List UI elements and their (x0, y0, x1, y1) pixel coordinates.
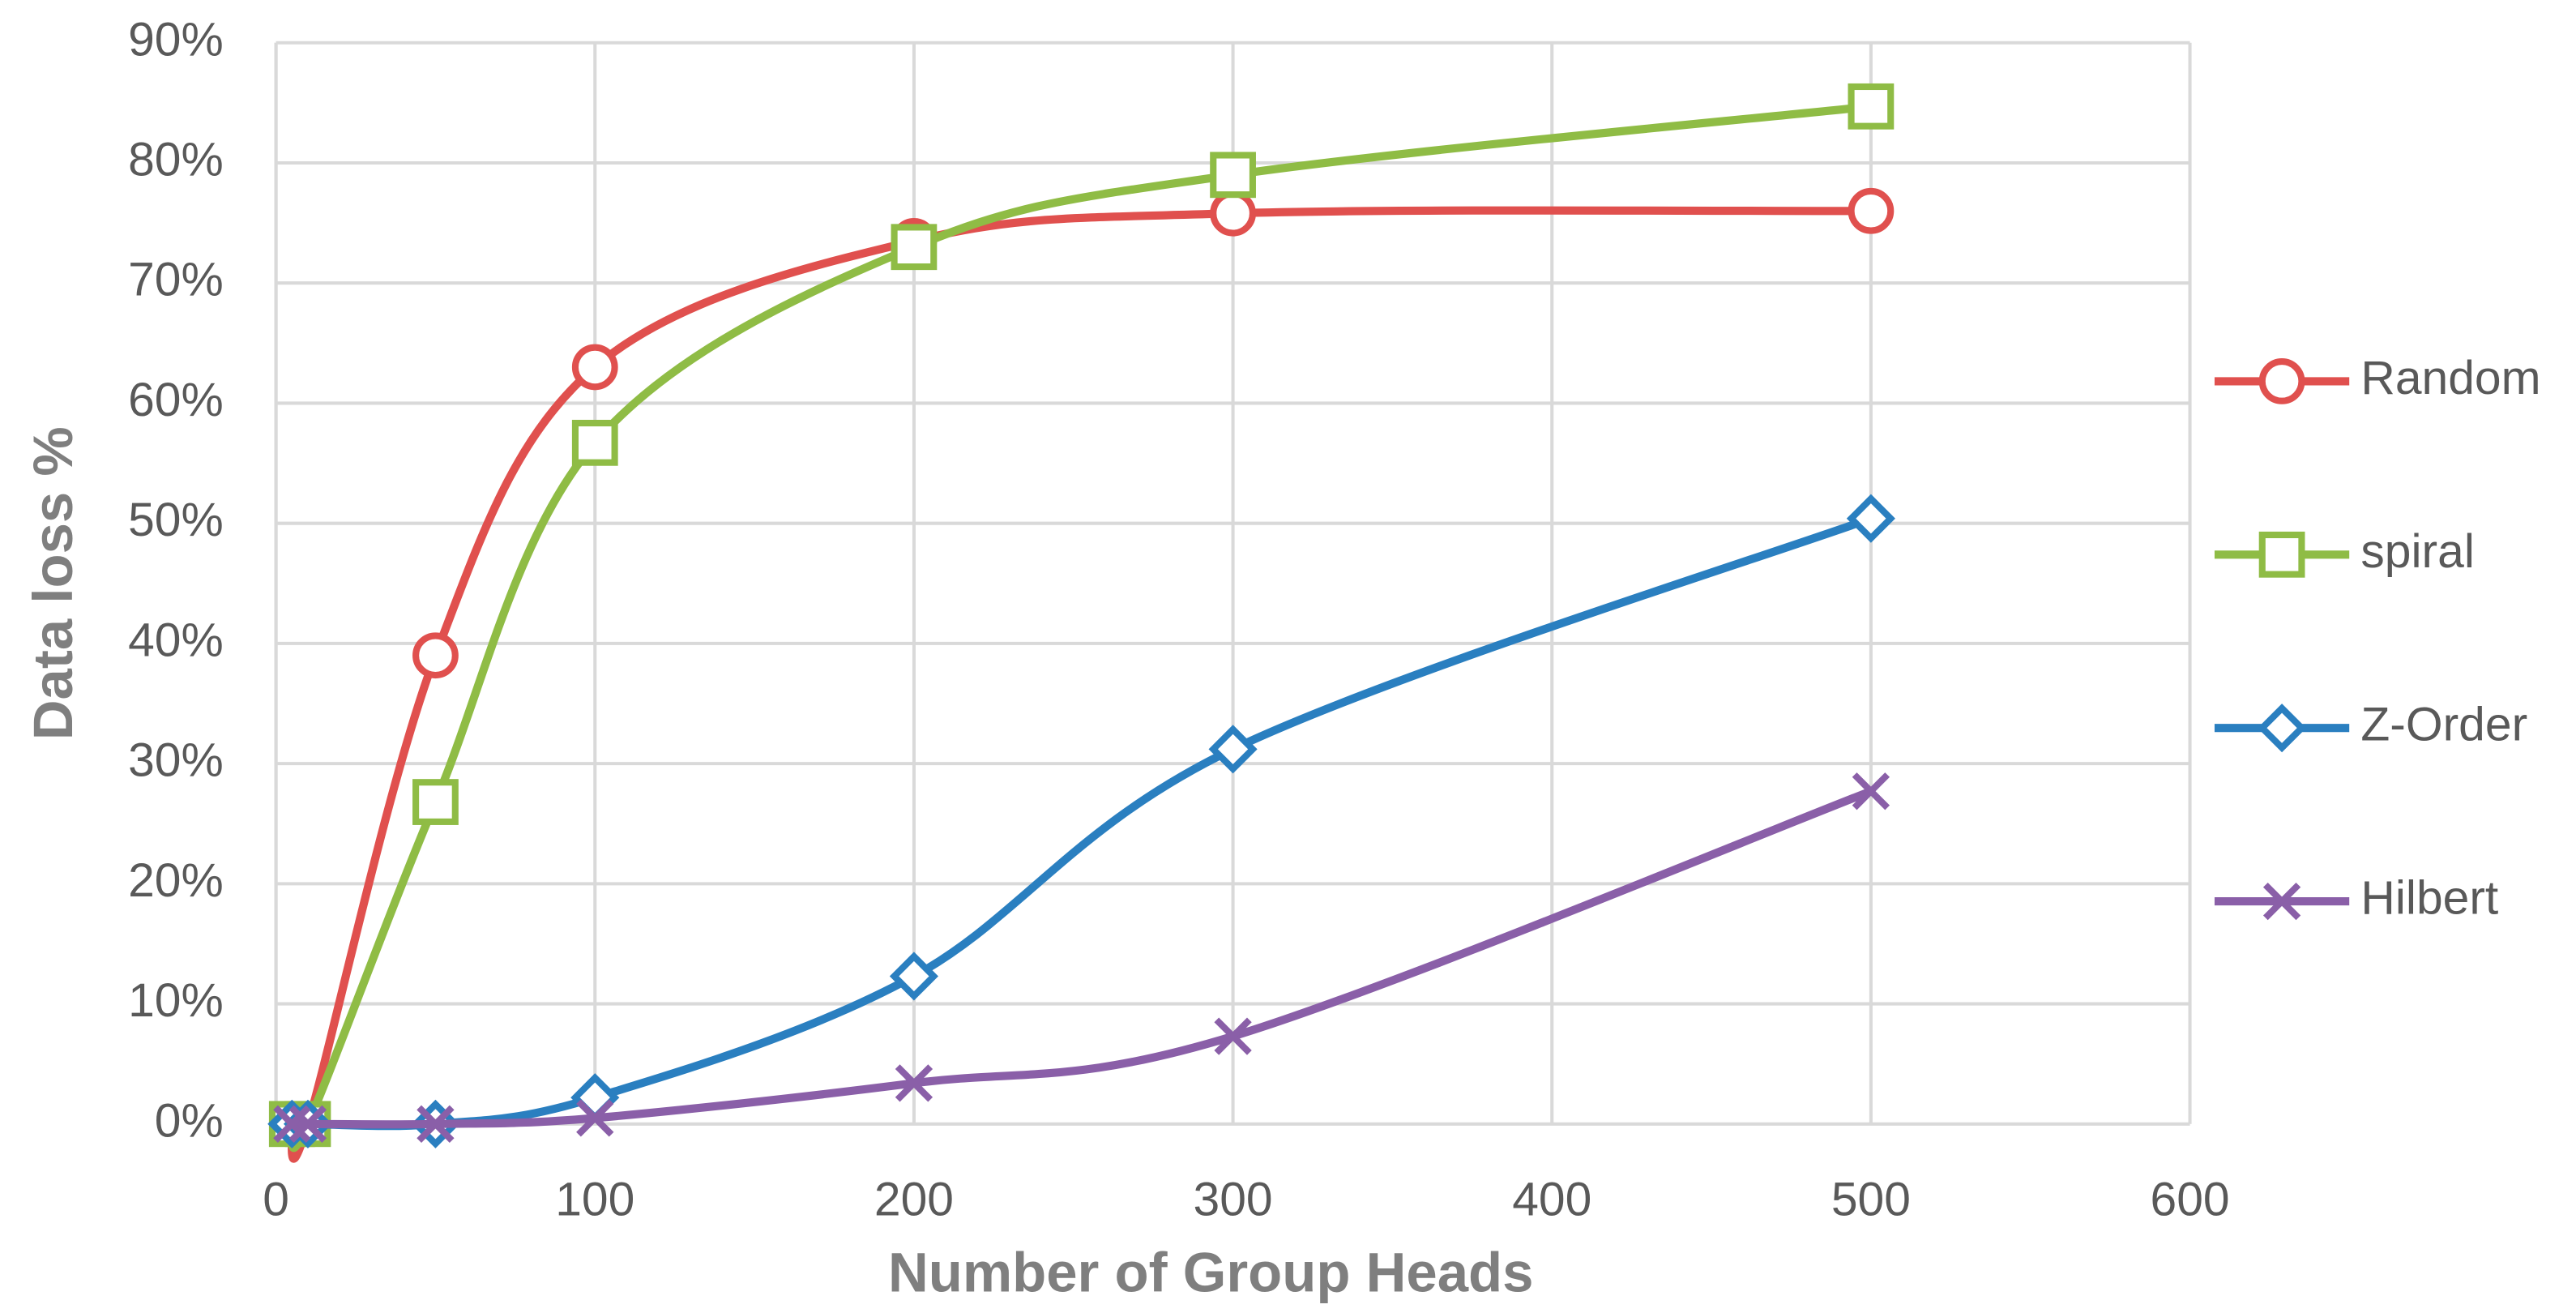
x-tick-label: 500 (1831, 1174, 1911, 1226)
marker (1214, 1017, 1252, 1055)
marker (895, 1064, 933, 1102)
x-tick-label: 100 (555, 1174, 634, 1226)
y-tick-label: 20% (128, 854, 224, 907)
marker (576, 1099, 614, 1137)
marker (1210, 152, 1256, 199)
marker (2262, 882, 2301, 921)
x-tick-label: 0 (263, 1174, 289, 1226)
y-tick-label: 10% (128, 974, 224, 1027)
y-tick-label: 0% (155, 1094, 224, 1147)
y-tick-label: 90% (128, 13, 224, 66)
marker (570, 1073, 620, 1123)
marker (2258, 358, 2305, 404)
marker (889, 952, 938, 1001)
marker (1846, 494, 1895, 543)
marker (2258, 531, 2305, 578)
marker (1208, 725, 1258, 774)
marker (891, 224, 938, 271)
marker (571, 419, 618, 466)
y-tick-label: 40% (128, 614, 224, 666)
marker (288, 1105, 327, 1143)
y-tick-label: 70% (128, 254, 224, 306)
legend-label: spiral (2360, 525, 2474, 578)
legend-label: Z-Order (2360, 699, 2527, 751)
y-tick-label: 50% (128, 494, 224, 546)
series-line (288, 102, 1872, 1153)
x-tick-label: 200 (874, 1174, 954, 1226)
marker (1848, 83, 1895, 130)
x-tick-label: 600 (2151, 1174, 2230, 1226)
y-tick-label: 30% (128, 734, 224, 787)
y-axis-title: Data loss % (22, 426, 84, 740)
x-tick-label: 400 (1512, 1174, 1591, 1226)
marker (1848, 187, 1895, 234)
y-tick-label: 80% (128, 134, 224, 186)
marker (273, 1105, 311, 1143)
marker (412, 779, 459, 825)
y-tick-label: 60% (128, 374, 224, 426)
legend-label: Random (2360, 352, 2540, 404)
series-line (288, 514, 1873, 1131)
series-line (288, 206, 1871, 1163)
marker (417, 1105, 455, 1143)
series-line (288, 787, 1873, 1129)
x-axis-title: Number of Group Heads (888, 1242, 1534, 1304)
x-tick-label: 300 (1194, 1174, 1273, 1226)
marker (412, 632, 459, 679)
marker (1210, 190, 1256, 237)
marker (1852, 772, 1890, 810)
marker (571, 344, 618, 391)
marker (2258, 704, 2307, 753)
legend-label: Hilbert (2360, 872, 2498, 925)
